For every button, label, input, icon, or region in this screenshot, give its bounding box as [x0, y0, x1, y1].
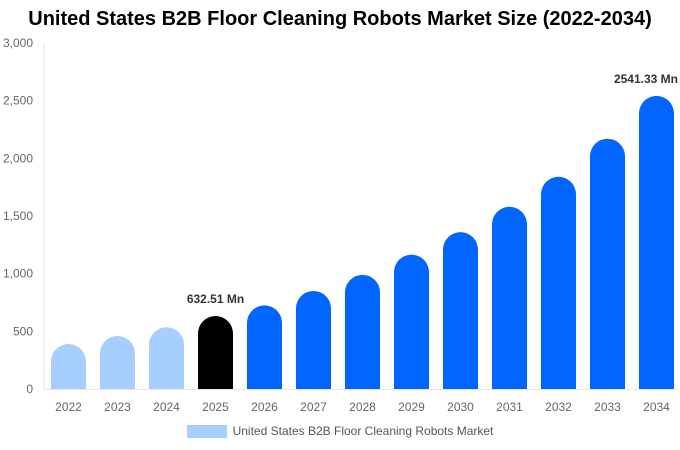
- bar-2023[interactable]: [100, 335, 135, 389]
- x-tick-label: 2030: [447, 400, 474, 414]
- bar-2031[interactable]: [492, 206, 527, 389]
- x-tick-label: 2026: [251, 400, 278, 414]
- y-tick-label: 2,000: [3, 151, 33, 165]
- y-tick-label: 500: [13, 324, 33, 338]
- y-tick-label: 1,500: [3, 209, 33, 223]
- data-label-2034: 2541.33 Mn: [614, 72, 678, 86]
- bar-2029[interactable]: [394, 254, 429, 389]
- y-tick-label: 1,000: [3, 267, 33, 281]
- x-tick-label: 2023: [104, 400, 131, 414]
- y-axis: 0 500 1,000 1,500 2,000 2,500 3,000: [3, 36, 45, 396]
- y-tick-label: 2,500: [3, 94, 33, 108]
- bar-2025[interactable]: [198, 316, 233, 389]
- bar-2026[interactable]: [247, 305, 282, 389]
- x-tick-label: 2031: [496, 400, 523, 414]
- bar-2027[interactable]: [296, 290, 331, 389]
- x-tick-label: 2025: [202, 400, 229, 414]
- data-label-2025: 632.51 Mn: [187, 292, 244, 306]
- chart-title: United States B2B Floor Cleaning Robots …: [28, 8, 652, 30]
- legend[interactable]: United States B2B Floor Cleaning Robots …: [0, 424, 680, 438]
- bar-2034[interactable]: [639, 95, 674, 390]
- legend-label: United States B2B Floor Cleaning Robots …: [232, 424, 494, 438]
- x-tick-label: 2028: [349, 400, 376, 414]
- legend-swatch: [186, 424, 227, 438]
- bar-2030[interactable]: [443, 232, 478, 389]
- x-tick-label: 2034: [643, 400, 670, 414]
- bar-2024[interactable]: [149, 327, 184, 389]
- bar-2033[interactable]: [590, 138, 625, 389]
- bar-2028[interactable]: [345, 274, 380, 389]
- x-tick-label: 2027: [300, 400, 327, 414]
- x-tick-label: 2024: [153, 400, 180, 414]
- x-tick-label: 2033: [594, 400, 621, 414]
- y-tick-label: 0: [26, 382, 33, 396]
- bar-2022[interactable]: [51, 344, 86, 389]
- x-axis: 2022 2023 2024 2025 2026 2027 2028 2029 2030 2031…: [44, 389, 678, 414]
- x-tick-label: 2029: [398, 400, 425, 414]
- bar-2032[interactable]: [541, 176, 576, 389]
- x-tick-label: 2022: [55, 400, 82, 414]
- bars: [51, 95, 674, 390]
- x-tick-label: 2032: [545, 400, 572, 414]
- data-labels: 632.51 Mn 2541.33 Mn: [187, 72, 678, 306]
- y-tick-label: 3,000: [3, 36, 33, 50]
